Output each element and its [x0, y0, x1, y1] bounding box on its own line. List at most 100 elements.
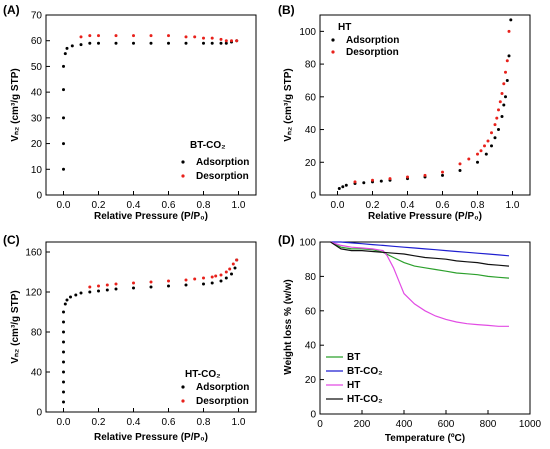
x-tick-label-a: 0.2: [92, 200, 106, 211]
point-desorption-b: [476, 152, 479, 156]
legend-title-a: BT-CO₂: [190, 140, 226, 151]
point-desorption-b: [495, 116, 499, 120]
legend-marker-adsorption-b: [331, 38, 335, 42]
x-tick-label-d: 200: [354, 419, 371, 430]
point-desorption-c: [184, 278, 188, 282]
point-desorption-a: [79, 35, 83, 39]
point-desorption-c: [231, 262, 235, 266]
point-desorption-b: [490, 131, 493, 135]
x-axis-title-d: Temperature (ºC): [385, 433, 465, 444]
point-desorption-b: [423, 173, 427, 177]
legend-label-desorption-a: Desorption: [196, 171, 249, 182]
point-desorption-a: [167, 34, 170, 38]
ticks-d: 0 200 400 600 800 1000 0 20 40 60 80 100: [299, 238, 541, 431]
y-axis-title-a: Vₙ₂ (cm³/g STP): [10, 68, 21, 141]
panel-a: (A) 0.0 0.2 0.4 0.6 0.8 1.0 0 10 20 30 40 50 60 70 Re…: [3, 3, 257, 222]
panel-label-a: (A): [3, 3, 20, 17]
point-desorption-b: [458, 162, 462, 166]
panel-b: (B) 0.0 0.2 0.4 0.6 0.8 1.0 0 20 40 60 80 100 Relat…: [278, 3, 531, 222]
point-adsorption-b: [490, 144, 493, 148]
point-desorption-c: [224, 270, 228, 274]
y-tick-label-a: 10: [31, 165, 43, 176]
legend-label-desorption-b: Desorption: [346, 47, 399, 58]
point-adsorption-a: [62, 64, 65, 68]
point-adsorption-c: [62, 310, 65, 314]
point-adsorption-b: [484, 152, 488, 156]
y-tick-label-d: 60: [305, 306, 317, 317]
point-adsorption-a: [65, 46, 69, 50]
point-adsorption-b: [493, 136, 497, 140]
y-tick-label-d: 80: [305, 272, 317, 283]
x-tick-label-d: 800: [480, 419, 497, 430]
plot-frame-d: [319, 241, 531, 415]
x-tick-label-d: 400: [396, 419, 413, 430]
point-adsorption-b: [362, 181, 366, 185]
point-adsorption-a: [210, 41, 214, 45]
point-adsorption-a: [79, 43, 83, 47]
plot-frame-a: [45, 14, 257, 196]
point-desorption-b: [406, 175, 409, 179]
x-axis-title-a: Relative Pressure (P/P₀): [94, 211, 208, 222]
point-desorption-b: [483, 144, 486, 148]
y-tick-label-c: 0: [36, 408, 42, 419]
point-desorption-c: [97, 284, 100, 288]
point-adsorption-a: [88, 41, 92, 45]
point-adsorption-c: [62, 330, 65, 334]
point-adsorption-c: [149, 285, 153, 289]
point-adsorption-b: [341, 185, 345, 189]
point-desorption-c: [228, 267, 232, 271]
y-tick-label-b: 80: [305, 60, 317, 71]
point-adsorption-a: [62, 116, 65, 120]
point-desorption-a: [184, 35, 188, 39]
legend-label-adsorption-a: Adsorption: [196, 157, 249, 168]
point-desorption-a: [202, 36, 205, 40]
point-desorption-b: [441, 170, 444, 174]
x-tick-label-c: 1.0: [232, 417, 246, 428]
point-desorption-c: [149, 280, 153, 284]
point-adsorption-b: [500, 115, 504, 118]
point-desorption-c: [167, 279, 170, 283]
legend-label-ht: HT: [347, 380, 360, 391]
panel-d: (D) 0 200 400 600 800 1000 0 20 40 60 80 100 Temper…: [278, 233, 542, 444]
legend-title-c: HT-CO₂: [185, 369, 221, 380]
y-tick-label-c: 120: [25, 288, 42, 299]
x-tick-label-c: 0.8: [197, 417, 211, 428]
point-desorption-a: [88, 34, 92, 38]
series-line-bt-d: [330, 241, 510, 279]
y-tick-label-d: 20: [305, 375, 317, 386]
point-desorption-a: [114, 34, 118, 38]
x-tick-label-a: 0.8: [197, 200, 211, 211]
point-adsorption-c: [132, 286, 135, 290]
legend-label-adsorption-c: Adsorption: [196, 382, 249, 393]
marks-b: [337, 18, 513, 190]
y-tick-label-d: 100: [299, 238, 316, 249]
point-adsorption-c: [65, 298, 69, 302]
point-adsorption-a: [202, 41, 205, 45]
ticks-c: 0.0 0.2 0.4 0.6 0.8 1.0 0 40 80 120 160: [25, 248, 246, 429]
y-tick-label-b: 100: [299, 27, 316, 38]
point-adsorption-b: [476, 160, 479, 164]
point-desorption-a: [224, 39, 228, 43]
series-line-ht-d: [330, 241, 509, 327]
point-desorption-b: [493, 123, 497, 127]
ticks-a: 0.0 0.2 0.4 0.6 0.8 1.0 0 10 20 30 40 50 60 70: [31, 11, 246, 212]
point-adsorption-a: [114, 41, 118, 45]
point-desorption-a: [210, 36, 214, 40]
y-tick-label-d: 0: [310, 410, 316, 421]
point-desorption-b: [388, 177, 392, 181]
point-desorption-b: [500, 92, 504, 95]
y-tick-label-a: 60: [31, 36, 43, 47]
point-adsorption-c: [69, 295, 72, 299]
point-adsorption-b: [458, 169, 462, 172]
point-desorption-b: [505, 59, 509, 63]
point-desorption-b: [507, 29, 511, 33]
point-adsorption-a: [63, 52, 67, 56]
legend-label-bt-co2: BT-CO₂: [347, 366, 383, 377]
point-adsorption-a: [132, 41, 135, 45]
point-adsorption-c: [62, 380, 65, 384]
point-adsorption-b: [502, 103, 506, 107]
point-adsorption-b: [507, 54, 511, 58]
point-adsorption-b: [441, 173, 444, 177]
point-adsorption-c: [105, 288, 109, 292]
point-desorption-c: [132, 281, 135, 285]
